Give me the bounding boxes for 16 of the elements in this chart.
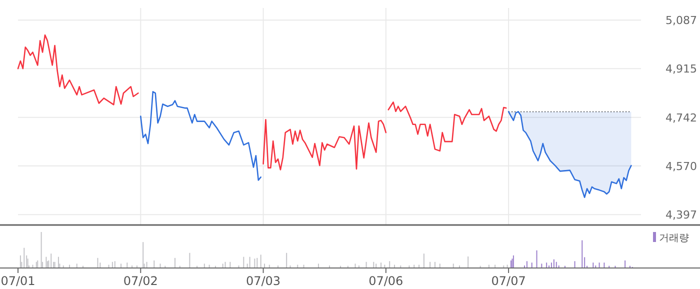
y-tick-label: 4,742 xyxy=(666,111,697,124)
x-tick-label: 07/07 xyxy=(491,274,526,288)
x-tick-label: 07/03 xyxy=(246,274,281,288)
x-tick-label: 07/01 xyxy=(0,274,36,288)
line-series xyxy=(17,34,139,106)
legend-label: 거래량 xyxy=(659,233,689,244)
line-series xyxy=(262,118,387,170)
line-series xyxy=(140,91,262,181)
x-tick-label: 07/02 xyxy=(123,274,158,288)
x-tick-label: 07/06 xyxy=(368,274,404,288)
y-tick-label: 5,087 xyxy=(666,14,697,28)
y-tick-label: 4,570 xyxy=(666,160,697,173)
line-series xyxy=(388,101,507,152)
y-tick-label: 4,397 xyxy=(666,208,697,222)
legend: 거래량 xyxy=(653,232,689,244)
y-tick-label: 4,915 xyxy=(666,62,697,76)
